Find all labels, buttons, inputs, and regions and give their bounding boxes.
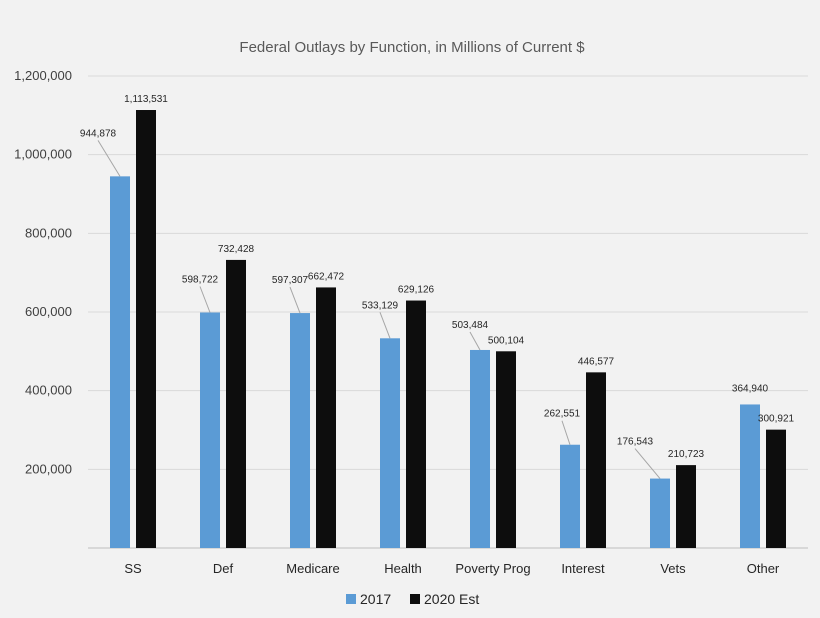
legend-label: 2017	[360, 591, 391, 607]
bar-2017	[110, 176, 130, 548]
data-label: 176,543	[617, 437, 654, 448]
y-tick-label: 1,200,000	[14, 68, 72, 83]
leader-line	[379, 312, 391, 339]
bar-2017	[470, 349, 490, 548]
leader-line	[561, 420, 571, 445]
y-tick-label: 600,000	[25, 304, 72, 319]
y-tick-label: 1,000,000	[14, 147, 72, 162]
y-axis-ticks: 200,000 400,000 600,000 800,000 1,000,000 1,2…	[14, 68, 72, 476]
x-category-label: Interest	[561, 561, 605, 576]
data-label: 944,878	[80, 128, 117, 139]
bar-2017	[200, 312, 220, 548]
data-label: 446,577	[578, 356, 615, 367]
bar-2020-est	[766, 429, 786, 548]
data-label: 732,428	[218, 244, 255, 255]
data-label: 662,472	[308, 271, 345, 282]
y-tick-label: 200,000	[25, 461, 72, 476]
legend-swatch	[346, 594, 356, 604]
bars	[110, 110, 786, 548]
leader-line	[97, 140, 121, 177]
bar-2017	[560, 444, 580, 548]
x-category-label: Health	[384, 561, 422, 576]
bar-2020-est	[496, 351, 516, 548]
y-tick-label: 800,000	[25, 225, 72, 240]
x-category-label: Medicare	[286, 561, 339, 576]
bar-2020-est	[226, 259, 246, 548]
data-label: 503,484	[452, 320, 489, 331]
legend-swatch	[410, 594, 420, 604]
bar-2017	[650, 478, 670, 548]
data-label: 262,551	[544, 409, 581, 420]
bar-2020-est	[676, 465, 696, 548]
x-category-label: Other	[747, 561, 780, 576]
data-label: 629,126	[398, 285, 435, 296]
bar-2020-est	[316, 287, 336, 548]
data-label: 500,104	[488, 335, 525, 346]
legend-label: 2020 Est	[424, 591, 479, 607]
leader-line	[634, 448, 661, 479]
x-category-label: Vets	[660, 561, 686, 576]
bar-2017	[740, 404, 760, 548]
leader-line	[469, 331, 481, 351]
x-category-label: SS	[124, 561, 142, 576]
bar-2020-est	[406, 300, 426, 548]
data-label: 300,921	[758, 414, 795, 425]
y-tick-label: 400,000	[25, 383, 72, 398]
bar-2017	[380, 338, 400, 548]
bar-2020-est	[136, 110, 156, 548]
bar-2020-est	[586, 372, 606, 548]
data-label: 598,722	[182, 275, 219, 286]
data-label: 597,307	[272, 275, 309, 286]
bar-2017	[290, 313, 310, 548]
data-label: 364,940	[732, 383, 769, 394]
data-label: 1,113,531	[124, 94, 168, 105]
gridlines	[88, 75, 808, 549]
leader-line	[199, 286, 211, 313]
data-label: 210,723	[668, 449, 705, 460]
x-category-label: Def	[213, 561, 234, 576]
data-label: 533,129	[362, 300, 399, 311]
x-category-label: Poverty Prog	[455, 561, 530, 576]
x-axis-categories: SS Def Medicare Health Poverty Prog Interest V…	[124, 561, 780, 576]
legend: 2017 2020 Est	[346, 591, 479, 607]
data-labels: 944,878 1,113,531 598,722 732,428 597,307 662…	[80, 94, 795, 479]
chart-title: Federal Outlays by Function, in Millions…	[239, 39, 585, 56]
leader-line	[289, 286, 301, 314]
